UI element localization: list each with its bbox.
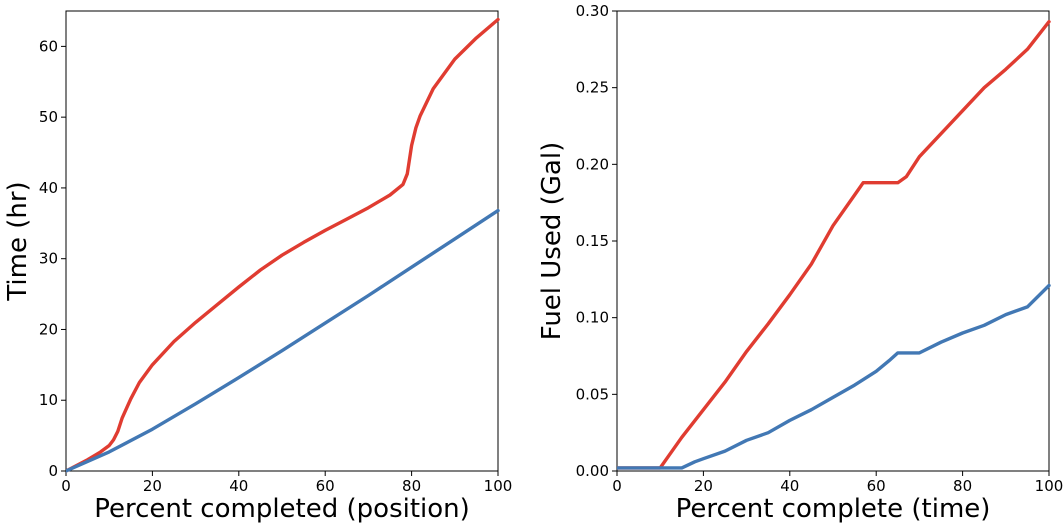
fuel-x-axis-label: Percent complete (time) bbox=[676, 494, 991, 524]
time-y-tick-label: 60 bbox=[39, 37, 58, 55]
fuel-x-tick-label: 80 bbox=[953, 477, 972, 495]
fuel-series-red-line bbox=[617, 20, 1051, 470]
time-x-tick-label: 40 bbox=[229, 477, 248, 495]
time-y-tick-label: 10 bbox=[39, 391, 58, 409]
fuel-x-tick-label: 60 bbox=[867, 477, 886, 495]
time-y-tick-label: 50 bbox=[39, 108, 58, 126]
fuel-y-tick-label: 0.05 bbox=[576, 385, 609, 403]
time-x-tick-label: 80 bbox=[402, 477, 421, 495]
fuel-plot-frame bbox=[616, 10, 1050, 472]
fuel-x-tick-label: 20 bbox=[694, 477, 713, 495]
fuel-series-blue-line bbox=[617, 283, 1051, 470]
time-x-tick-label: 60 bbox=[316, 477, 335, 495]
fuel-y-tick-label: 0.10 bbox=[576, 309, 609, 327]
time-y-tick-label: 30 bbox=[39, 250, 58, 268]
fuel-x-tick-label: 0 bbox=[612, 477, 622, 495]
time-plot-frame bbox=[65, 10, 499, 472]
time-y-tick-label: 40 bbox=[39, 179, 58, 197]
time-y-tick-label: 20 bbox=[39, 320, 58, 338]
time-x-tick-label: 100 bbox=[484, 477, 513, 495]
fuel-chart-panel: 0 20 40 60 80 100 0.00 0.05 0.10 0.15 0.20 0.25 0.30… bbox=[537, 2, 1063, 524]
time-y-axis-label: Time (hr) bbox=[3, 181, 33, 301]
fuel-y-tick-label: 0.00 bbox=[576, 462, 609, 480]
fuel-y-tick-label: 0.20 bbox=[576, 155, 609, 173]
time-x-axis-label: Percent completed (position) bbox=[94, 494, 470, 524]
time-series-red-line bbox=[66, 17, 500, 473]
fuel-y-tick-label: 0.25 bbox=[576, 79, 609, 97]
time-x-tick-label: 0 bbox=[61, 477, 71, 495]
fuel-y-tick-label: 0.30 bbox=[576, 2, 609, 20]
fuel-y-tick-label: 0.15 bbox=[576, 232, 609, 250]
time-series-blue-line bbox=[66, 208, 500, 473]
fuel-x-tick-label: 40 bbox=[780, 477, 799, 495]
time-y-tick-label: 0 bbox=[48, 462, 58, 480]
fuel-y-axis-label: Fuel Used (Gal) bbox=[537, 142, 567, 340]
fuel-x-tick-label: 100 bbox=[1035, 477, 1063, 495]
time-x-tick-label: 20 bbox=[143, 477, 162, 495]
